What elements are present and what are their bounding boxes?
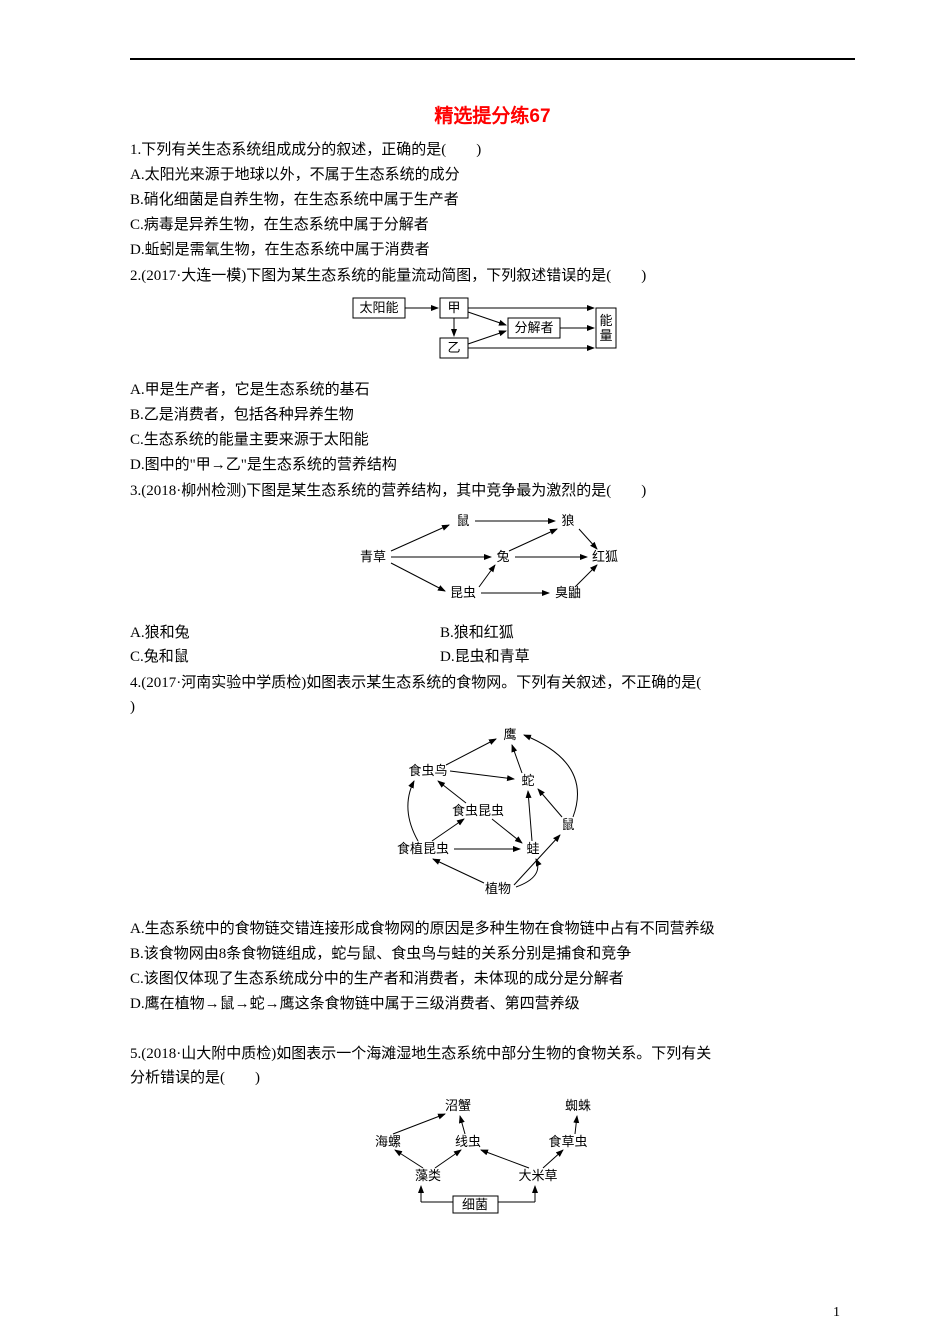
node-decomposer: 分解者: [514, 320, 553, 335]
node-bacteria: 细菌: [461, 1197, 487, 1212]
node-redfox: 红狐: [591, 549, 617, 564]
node-insect: 昆虫: [449, 585, 475, 600]
node-herb-insect: 食植昆虫: [396, 841, 448, 856]
node-yi: 乙: [447, 340, 460, 355]
q4-diagram: 鹰 食虫鸟 蛇 食虫昆虫 鼠 食植昆虫 蛙 植物: [130, 723, 855, 911]
node-bird: 食虫鸟: [408, 763, 447, 778]
q3-diagram: 青草 鼠 狼 兔 红狐 昆虫 臭鼬: [130, 507, 855, 615]
node-snake: 蛇: [521, 773, 534, 788]
q4-opt-b: B.该食物网由8条食物链组成，蛇与鼠、食虫鸟与蛙的关系分别是捕食和竞争: [130, 942, 855, 966]
q1-stem: 1.下列有关生态系统组成成分的叙述，正确的是( ): [130, 138, 855, 162]
q2-diagram: 太阳能 甲 乙 分解者 能 量: [130, 292, 855, 372]
page-number: 1: [833, 1302, 840, 1324]
q3-opts-row1: A.狼和兔 B.狼和红狐: [130, 621, 855, 645]
q3-stem: 3.(2018·柳州检测)下图是某生态系统的营养结构，其中竞争最为激烈的是( ): [130, 479, 855, 503]
q4-stem-a: 4.(2017·河南实验中学质检)如图表示某生态系统的食物网。下列有关叙述，不正…: [130, 671, 855, 695]
node-skunk: 臭鼬: [554, 585, 580, 600]
q5-stem-b: 分析错误的是( ): [130, 1066, 855, 1090]
node-plant: 植物: [484, 881, 510, 896]
node-rabbit: 兔: [496, 549, 509, 564]
q3-opt-c: C.兔和鼠: [130, 645, 440, 669]
q4-opt-c: C.该图仅体现了生态系统成分中的生产者和消费者，未体现的成分是分解者: [130, 967, 855, 991]
q4-opt-d: D.鹰在植物→鼠→蛇→鹰这条食物链中属于三级消费者、第四营养级: [130, 992, 855, 1016]
q1-opt-c: C.病毒是异养生物，在生态系统中属于分解者: [130, 213, 855, 237]
node-nematode: 线虫: [454, 1134, 480, 1149]
q3-opts-row2: C.兔和鼠 D.昆虫和青草: [130, 645, 855, 669]
node-pred-insect: 食虫昆虫: [451, 803, 503, 818]
q2-opt-c: C.生态系统的能量主要来源于太阳能: [130, 428, 855, 452]
node-rat: 鼠: [561, 817, 574, 832]
node-rice-grass: 大米草: [518, 1168, 557, 1183]
q2-stem: 2.(2017·大连一模)下图为某生态系统的能量流动简图，下列叙述错误的是( ): [130, 264, 855, 288]
q4-opt-a: A.生态系统中的食物链交错连接形成食物网的原因是多种生物在食物链中占有不同营养级: [130, 917, 855, 941]
node-frog: 蛙: [526, 841, 539, 856]
q2-opt-b: B.乙是消费者，包括各种异养生物: [130, 403, 855, 427]
node-conch: 海螺: [374, 1134, 400, 1149]
node-crab: 沼蟹: [444, 1098, 470, 1113]
node-sun: 太阳能: [359, 300, 398, 315]
node-herbivore: 食草虫: [548, 1134, 587, 1149]
node-jia: 甲: [447, 300, 460, 315]
node-spider: 蜘蛛: [564, 1098, 590, 1113]
q3-opt-d: D.昆虫和青草: [440, 645, 530, 669]
node-mouse: 鼠: [456, 513, 469, 528]
q1-opt-b: B.硝化细菌是自养生物，在生态系统中属于生产者: [130, 188, 855, 212]
node-energy: 能: [599, 313, 612, 328]
node-wolf: 狼: [561, 513, 574, 528]
node-algae: 藻类: [414, 1168, 440, 1183]
q5-diagram: 沼蟹 蜘蛛 海螺 线虫 食草虫 藻类 大米草 细菌: [130, 1094, 855, 1222]
q1-opt-a: A.太阳光来源于地球以外，不属于生态系统的成分: [130, 163, 855, 187]
q2-opt-d: D.图中的"甲→乙"是生态系统的营养结构: [130, 453, 855, 477]
node-energy2: 量: [599, 328, 612, 343]
q4-stem-b: ): [130, 695, 855, 719]
exam-page: 精选提分练67 1.下列有关生态系统组成成分的叙述，正确的是( ) A.太阳光来…: [0, 0, 950, 1344]
q1-opt-d: D.蚯蚓是需氧生物，在生态系统中属于消费者: [130, 238, 855, 262]
page-title: 精选提分练67: [130, 102, 855, 132]
q3-opt-b: B.狼和红狐: [440, 621, 514, 645]
q5-stem-a: 5.(2018·山大附中质检)如图表示一个海滩湿地生态系统中部分生物的食物关系。…: [130, 1042, 855, 1066]
q2-opt-a: A.甲是生产者，它是生态系统的基石: [130, 378, 855, 402]
node-eagle: 鹰: [503, 727, 516, 742]
node-grass: 青草: [359, 549, 385, 564]
top-rule: [130, 58, 855, 60]
q3-opt-a: A.狼和兔: [130, 621, 440, 645]
